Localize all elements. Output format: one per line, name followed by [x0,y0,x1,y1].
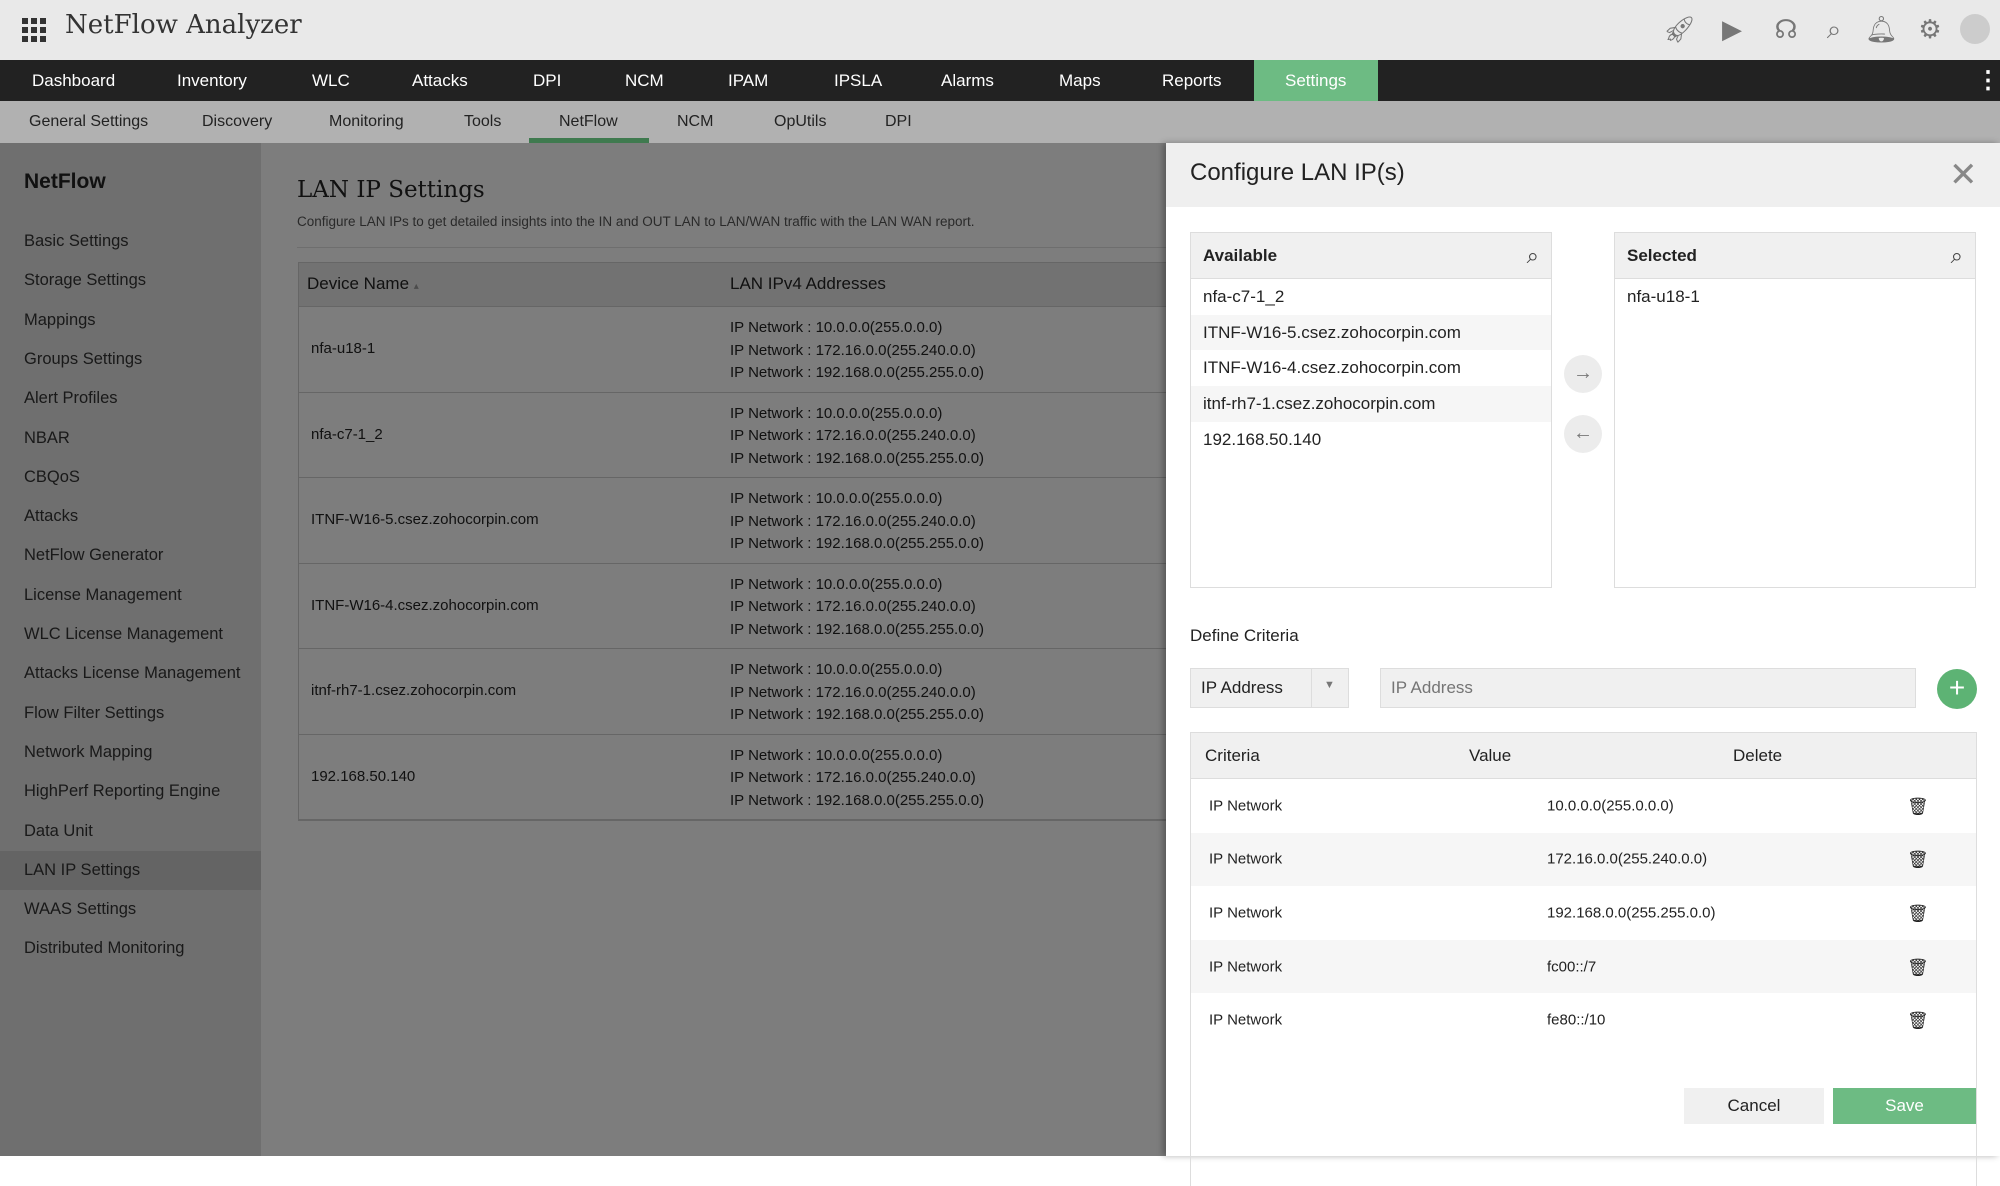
value-cell: 10.0.0.0(255.0.0.0) [1547,797,1674,815]
subnav-netflow[interactable]: NetFlow [559,113,618,130]
criteria-cell: IP Network [1209,958,1283,976]
value-cell: fe80::/10 [1547,1011,1606,1029]
divider [1311,669,1312,707]
available-list-item[interactable]: 192.168.50.140 [1203,429,1322,449]
dialog-title: Configure LAN IP(s) [1190,159,1405,186]
move-right-arrow-icon[interactable]: → [1564,355,1602,393]
subnav-active-underline [529,138,649,143]
available-list-item[interactable]: itnf-rh7-1.csez.zohocorpin.com [1191,386,1551,422]
criteria-cell: IP Network [1209,850,1283,868]
nav-ncm[interactable]: NCM [625,71,664,90]
criteria-table-body: IP Network 10.0.0.0(255.0.0.0) 🗑︎ IP Networ… [1191,779,1976,1047]
available-header: Available ⌕ [1191,233,1551,279]
available-list-item[interactable]: nfa-c7-1_2 [1203,287,1285,306]
save-button[interactable]: Save [1833,1088,1976,1124]
subnav-monitoring[interactable]: Monitoring [329,113,404,130]
headset-icon[interactable]: ☊ [1774,14,1798,44]
search-icon[interactable]: ⌕ [1950,243,1963,268]
trash-icon[interactable]: 🗑︎ [1907,1011,1929,1031]
nav-ipam[interactable]: IPAM [728,71,769,90]
user-avatar-icon[interactable] [1960,14,1990,44]
criteria-table: Criteria Value Delete IP Network 10.0.0.0… [1190,732,1977,1186]
available-items: nfa-c7-1_2 ITNF-W16-5.csez.zohocorpin.com… [1191,279,1551,457]
add-criteria-button[interactable]: + [1937,669,1977,709]
criteria-row: IP Network 10.0.0.0(255.0.0.0) 🗑︎ [1191,779,1976,833]
selected-list-item[interactable]: nfa-u18-1 [1627,287,1700,306]
define-criteria-label: Define Criteria [1190,626,1299,645]
main-nav: Dashboard Inventory WLC Attacks DPI NCM … [0,60,2000,101]
criteria-row: IP Network 192.168.0.0(255.255.0.0) 🗑︎ [1191,886,1976,940]
criteria-table-header: Criteria Value Delete [1191,733,1976,779]
available-label: Available [1203,246,1278,265]
search-icon[interactable]: ⌕ [1826,14,1842,44]
bell-icon[interactable]: 🔔︎ [1865,14,1899,44]
selected-label: Selected [1627,246,1697,265]
subnav-general-settings[interactable]: General Settings [29,113,149,130]
selected-items: nfa-u18-1 [1615,279,1975,315]
criteria-cell: IP Network [1209,1011,1283,1029]
criteria-column-header: Criteria [1205,745,1260,765]
available-list-item[interactable]: ITNF-W16-4.csez.zohocorpin.com [1203,358,1461,378]
top-header [0,0,2000,60]
criteria-cell: IP Network [1209,797,1283,815]
subnav-tools[interactable]: Tools [464,113,502,130]
presentation-icon[interactable]: ▶︎ [1722,14,1742,44]
subnav-ncm[interactable]: NCM [677,113,714,130]
selected-header: Selected ⌕ [1615,233,1975,279]
subnav-oputils[interactable]: OpUtils [774,113,827,130]
dialog-header [1166,143,2000,207]
search-icon[interactable]: ⌕ [1526,243,1539,268]
trash-icon[interactable]: 🗑︎ [1907,903,1929,923]
more-menu-icon[interactable]: ⋮ [1976,67,2000,94]
subnav-dpi[interactable]: DPI [885,113,912,130]
value-cell: 172.16.0.0(255.240.0.0) [1547,850,1708,868]
criteria-cell: IP Network [1209,904,1283,922]
value-column-header: Value [1469,745,1512,765]
nav-wlc[interactable]: WLC [312,71,350,90]
nav-attacks[interactable]: Attacks [412,71,468,90]
available-list: Available ⌕ nfa-c7-1_2 ITNF-W16-5.csez.zoh… [1190,232,1552,588]
nav-inventory[interactable]: Inventory [177,71,247,90]
configure-lan-ip-dialog: Configure LAN IP(s) ✕ Available ⌕ nfa-c7-… [1166,143,2000,1186]
nav-dpi[interactable]: DPI [533,71,562,90]
value-cell: fc00::/7 [1547,958,1597,976]
available-list-item[interactable]: ITNF-W16-5.csez.zohocorpin.com [1191,314,1551,351]
nav-reports[interactable]: Reports [1162,71,1222,90]
criteria-row: IP Network 172.16.0.0(255.240.0.0) 🗑︎ [1191,832,1976,887]
cancel-button[interactable]: Cancel [1684,1088,1824,1124]
move-left-arrow-icon[interactable]: ← [1564,415,1602,453]
nav-alarms[interactable]: Alarms [941,71,994,90]
ip-address-input[interactable] [1380,668,1916,708]
rocket-icon[interactable]: 🚀︎ [1663,14,1697,44]
selected-list: Selected ⌕ nfa-u18-1 [1614,232,1976,588]
criteria-row: IP Network fe80::/10 🗑︎ [1191,993,1976,1047]
trash-icon[interactable]: 🗑︎ [1907,796,1929,816]
nav-ipsla[interactable]: IPSLA [834,71,883,90]
delete-column-header: Delete [1733,745,1783,765]
chevron-down-icon: ▼ [1324,679,1335,691]
criteria-type-select[interactable]: IP Address ▼ [1190,668,1349,708]
app-grid-icon[interactable] [22,18,46,42]
criteria-type-value: IP Address [1201,678,1283,697]
criteria-row: IP Network fc00::/7 🗑︎ [1191,939,1976,994]
modal-backdrop[interactable] [0,143,1166,1156]
sub-nav: General Settings Discovery Monitoring To… [0,101,2000,143]
gear-icon[interactable]: ⚙ [1918,14,1942,44]
nav-maps[interactable]: Maps [1059,71,1101,90]
nav-dashboard[interactable]: Dashboard [32,71,116,90]
nav-settings[interactable]: Settings [1285,71,1347,90]
nav-active-highlight [1254,60,1378,101]
trash-icon[interactable]: 🗑︎ [1907,957,1929,977]
trash-icon[interactable]: 🗑︎ [1907,850,1929,870]
app-title: NetFlow Analyzer [65,10,302,40]
subnav-discovery[interactable]: Discovery [202,113,273,130]
close-icon[interactable]: ✕ [1949,156,1978,194]
value-cell: 192.168.0.0(255.255.0.0) [1547,904,1716,922]
